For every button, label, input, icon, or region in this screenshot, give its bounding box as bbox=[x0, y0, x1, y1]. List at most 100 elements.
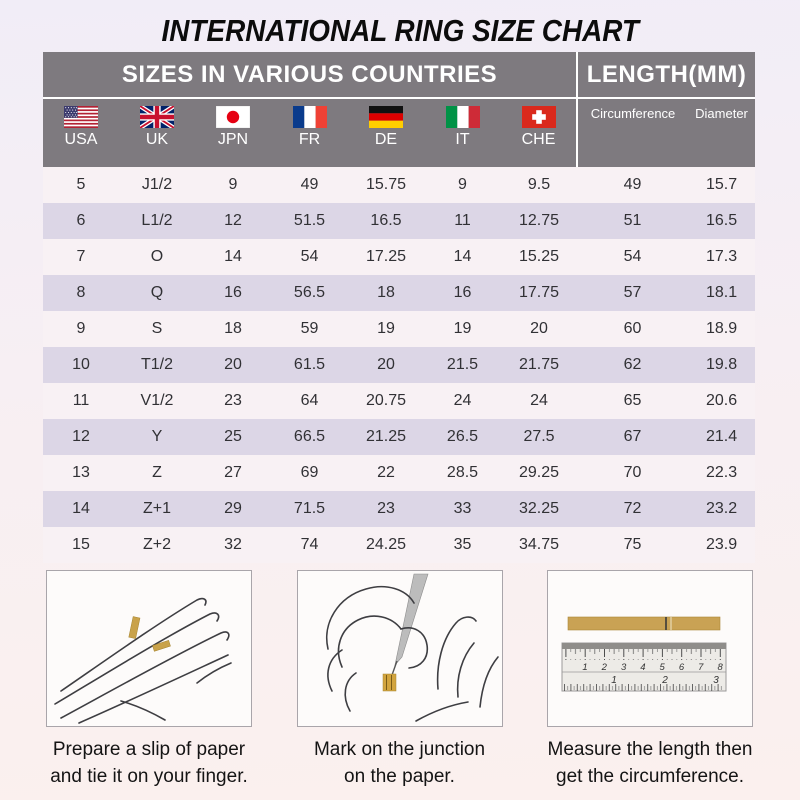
size-value-cell: 34.75 bbox=[518, 536, 560, 553]
size-value-cell: Z+1 bbox=[142, 500, 171, 517]
size-value-cell: 12.75 bbox=[518, 212, 560, 229]
size-value-cell: 27.5 bbox=[523, 428, 555, 445]
ruler-illustration: 1 2 3 4 5 6 7 8 1 2 3 bbox=[547, 570, 753, 727]
italy-flag-icon bbox=[445, 106, 480, 128]
size-value-cell: J1/2 bbox=[141, 176, 173, 193]
size-value-cell: 21.5 bbox=[446, 356, 479, 373]
column-label-jpn: JPN bbox=[217, 131, 249, 148]
size-value-cell: 21.25 bbox=[365, 428, 407, 445]
instruction-step-2: Mark on the junction on the paper. bbox=[296, 570, 503, 790]
column-header-che: CHE bbox=[501, 98, 579, 167]
size-value-cell: 19.8 bbox=[705, 356, 738, 373]
column-header-jpn: JPN bbox=[195, 98, 271, 167]
size-value-cell: 16.5 bbox=[370, 212, 402, 229]
size-value-cell: 69 bbox=[300, 464, 319, 481]
size-value-cell: 32 bbox=[224, 536, 242, 553]
pen-marking-illustration bbox=[296, 570, 503, 727]
size-value-cell: 32.25 bbox=[518, 500, 560, 517]
size-value-cell: 9 bbox=[228, 176, 238, 193]
caption-2-line-2: on the paper. bbox=[344, 766, 455, 787]
instruction-step-1: Prepare a slip of paper and tie it on yo… bbox=[46, 570, 252, 790]
uk-flag-icon bbox=[140, 106, 174, 128]
table-row: 15 Z+2 32 74 24.25 35 34.75 75 23.9 bbox=[43, 527, 756, 563]
size-value-cell: 54 bbox=[623, 248, 642, 265]
size-value-cell: 57 bbox=[623, 284, 642, 301]
size-value-cell: 20 bbox=[377, 356, 395, 373]
table-row: 12 Y 25 66.5 21.25 26.5 27.5 67 21.4 bbox=[43, 419, 756, 455]
size-value-cell: 28.5 bbox=[446, 464, 479, 481]
size-value-cell: T1/2 bbox=[140, 356, 173, 373]
size-value-cell: 14 bbox=[453, 248, 472, 265]
size-value-cell: 23.2 bbox=[705, 500, 738, 517]
caption-1-line-2: and tie it on your finger. bbox=[50, 766, 248, 787]
size-value-cell: 15.7 bbox=[705, 176, 738, 193]
size-value-cell: 19 bbox=[453, 320, 472, 337]
ruler-cm-number: 3 bbox=[621, 662, 627, 673]
size-value-cell: 16.5 bbox=[705, 212, 738, 229]
size-value-cell: 51.5 bbox=[293, 212, 326, 229]
ruler-icon: 1 2 3 4 5 6 7 8 1 2 3 bbox=[561, 616, 727, 692]
size-value-cell: 75 bbox=[623, 536, 642, 553]
size-value-cell: 16 bbox=[224, 284, 242, 301]
size-value-cell: 21.4 bbox=[705, 428, 738, 445]
size-value-cell: 29.25 bbox=[518, 464, 560, 481]
ruler-cm-number: 4 bbox=[640, 662, 645, 673]
size-value-cell: 62 bbox=[623, 356, 642, 373]
ruler-cm-number: 5 bbox=[660, 662, 666, 673]
size-value-cell: 27 bbox=[224, 464, 242, 481]
germany-flag-icon bbox=[369, 106, 403, 128]
size-value-cell: 12 bbox=[224, 212, 242, 229]
size-value-cell: 21.75 bbox=[518, 356, 560, 373]
size-value-cell: 24.25 bbox=[365, 536, 407, 553]
size-value-cell: 15 bbox=[72, 536, 90, 553]
size-value-cell: 17.75 bbox=[518, 284, 560, 301]
column-header-uk: UK bbox=[119, 98, 195, 167]
ruler-cm-number: 8 bbox=[717, 662, 723, 673]
size-value-cell: 23 bbox=[224, 392, 242, 409]
size-value-cell: 49 bbox=[300, 176, 319, 193]
switzerland-flag-icon bbox=[521, 106, 556, 128]
size-value-cell: 7 bbox=[76, 248, 86, 265]
usa-flag-icon bbox=[64, 106, 98, 128]
ring-size-table: SIZES IN VARIOUS COUNTRIES LENGTH(MM) bbox=[43, 52, 756, 563]
ruler-cm-number: 2 bbox=[601, 662, 608, 673]
instruction-step-3: 1 2 3 4 5 6 7 8 1 2 3 Measure th bbox=[547, 570, 753, 790]
size-value-cell: 23 bbox=[377, 500, 395, 517]
size-value-cell: 20 bbox=[224, 356, 242, 373]
japan-flag-icon bbox=[216, 106, 250, 128]
size-value-cell: 17.25 bbox=[365, 248, 407, 265]
size-value-cell: 16 bbox=[453, 284, 472, 301]
size-value-cell: 8 bbox=[76, 284, 86, 301]
size-value-cell: 26.5 bbox=[446, 428, 479, 445]
size-value-cell: Z+2 bbox=[142, 536, 171, 553]
size-value-cell: Y bbox=[151, 428, 163, 445]
size-value-cell: 23.9 bbox=[705, 536, 738, 553]
ruler-cm-number: 1 bbox=[582, 662, 587, 673]
column-header-fr: FR bbox=[271, 98, 348, 167]
size-value-cell: 66.5 bbox=[293, 428, 326, 445]
ruler-inch-number: 1 bbox=[611, 675, 617, 686]
size-value-cell: 72 bbox=[623, 500, 642, 517]
size-value-cell: 18.1 bbox=[705, 284, 738, 301]
size-value-cell: 24 bbox=[530, 392, 548, 409]
size-value-cell: 24 bbox=[453, 392, 472, 409]
size-value-cell: 5 bbox=[76, 176, 86, 193]
size-value-cell: 18 bbox=[377, 284, 395, 301]
column-label-che: CHE bbox=[521, 131, 556, 148]
size-value-cell: 9 bbox=[76, 320, 86, 337]
size-value-cell: Z bbox=[152, 464, 162, 481]
table-row: 7 O 14 54 17.25 14 15.25 54 17.3 bbox=[43, 239, 756, 275]
length-group-header: LENGTH(MM) bbox=[577, 52, 756, 99]
size-value-cell: 22 bbox=[377, 464, 395, 481]
size-value-cell: 15.25 bbox=[518, 248, 560, 265]
size-value-cell: 14 bbox=[224, 248, 242, 265]
size-value-cell: 13 bbox=[72, 464, 90, 481]
size-value-cell: 61.5 bbox=[293, 356, 326, 373]
size-value-cell: 11 bbox=[72, 392, 90, 409]
instruction-caption-3: Measure the length then get the circumfe… bbox=[547, 736, 753, 790]
size-value-cell: 67 bbox=[623, 428, 642, 445]
size-value-cell: 33 bbox=[453, 500, 472, 517]
table-row: 9 S 18 59 19 19 20 60 18.9 bbox=[43, 311, 756, 347]
size-value-cell: 49 bbox=[623, 176, 642, 193]
size-value-cell: 20.75 bbox=[365, 392, 407, 409]
